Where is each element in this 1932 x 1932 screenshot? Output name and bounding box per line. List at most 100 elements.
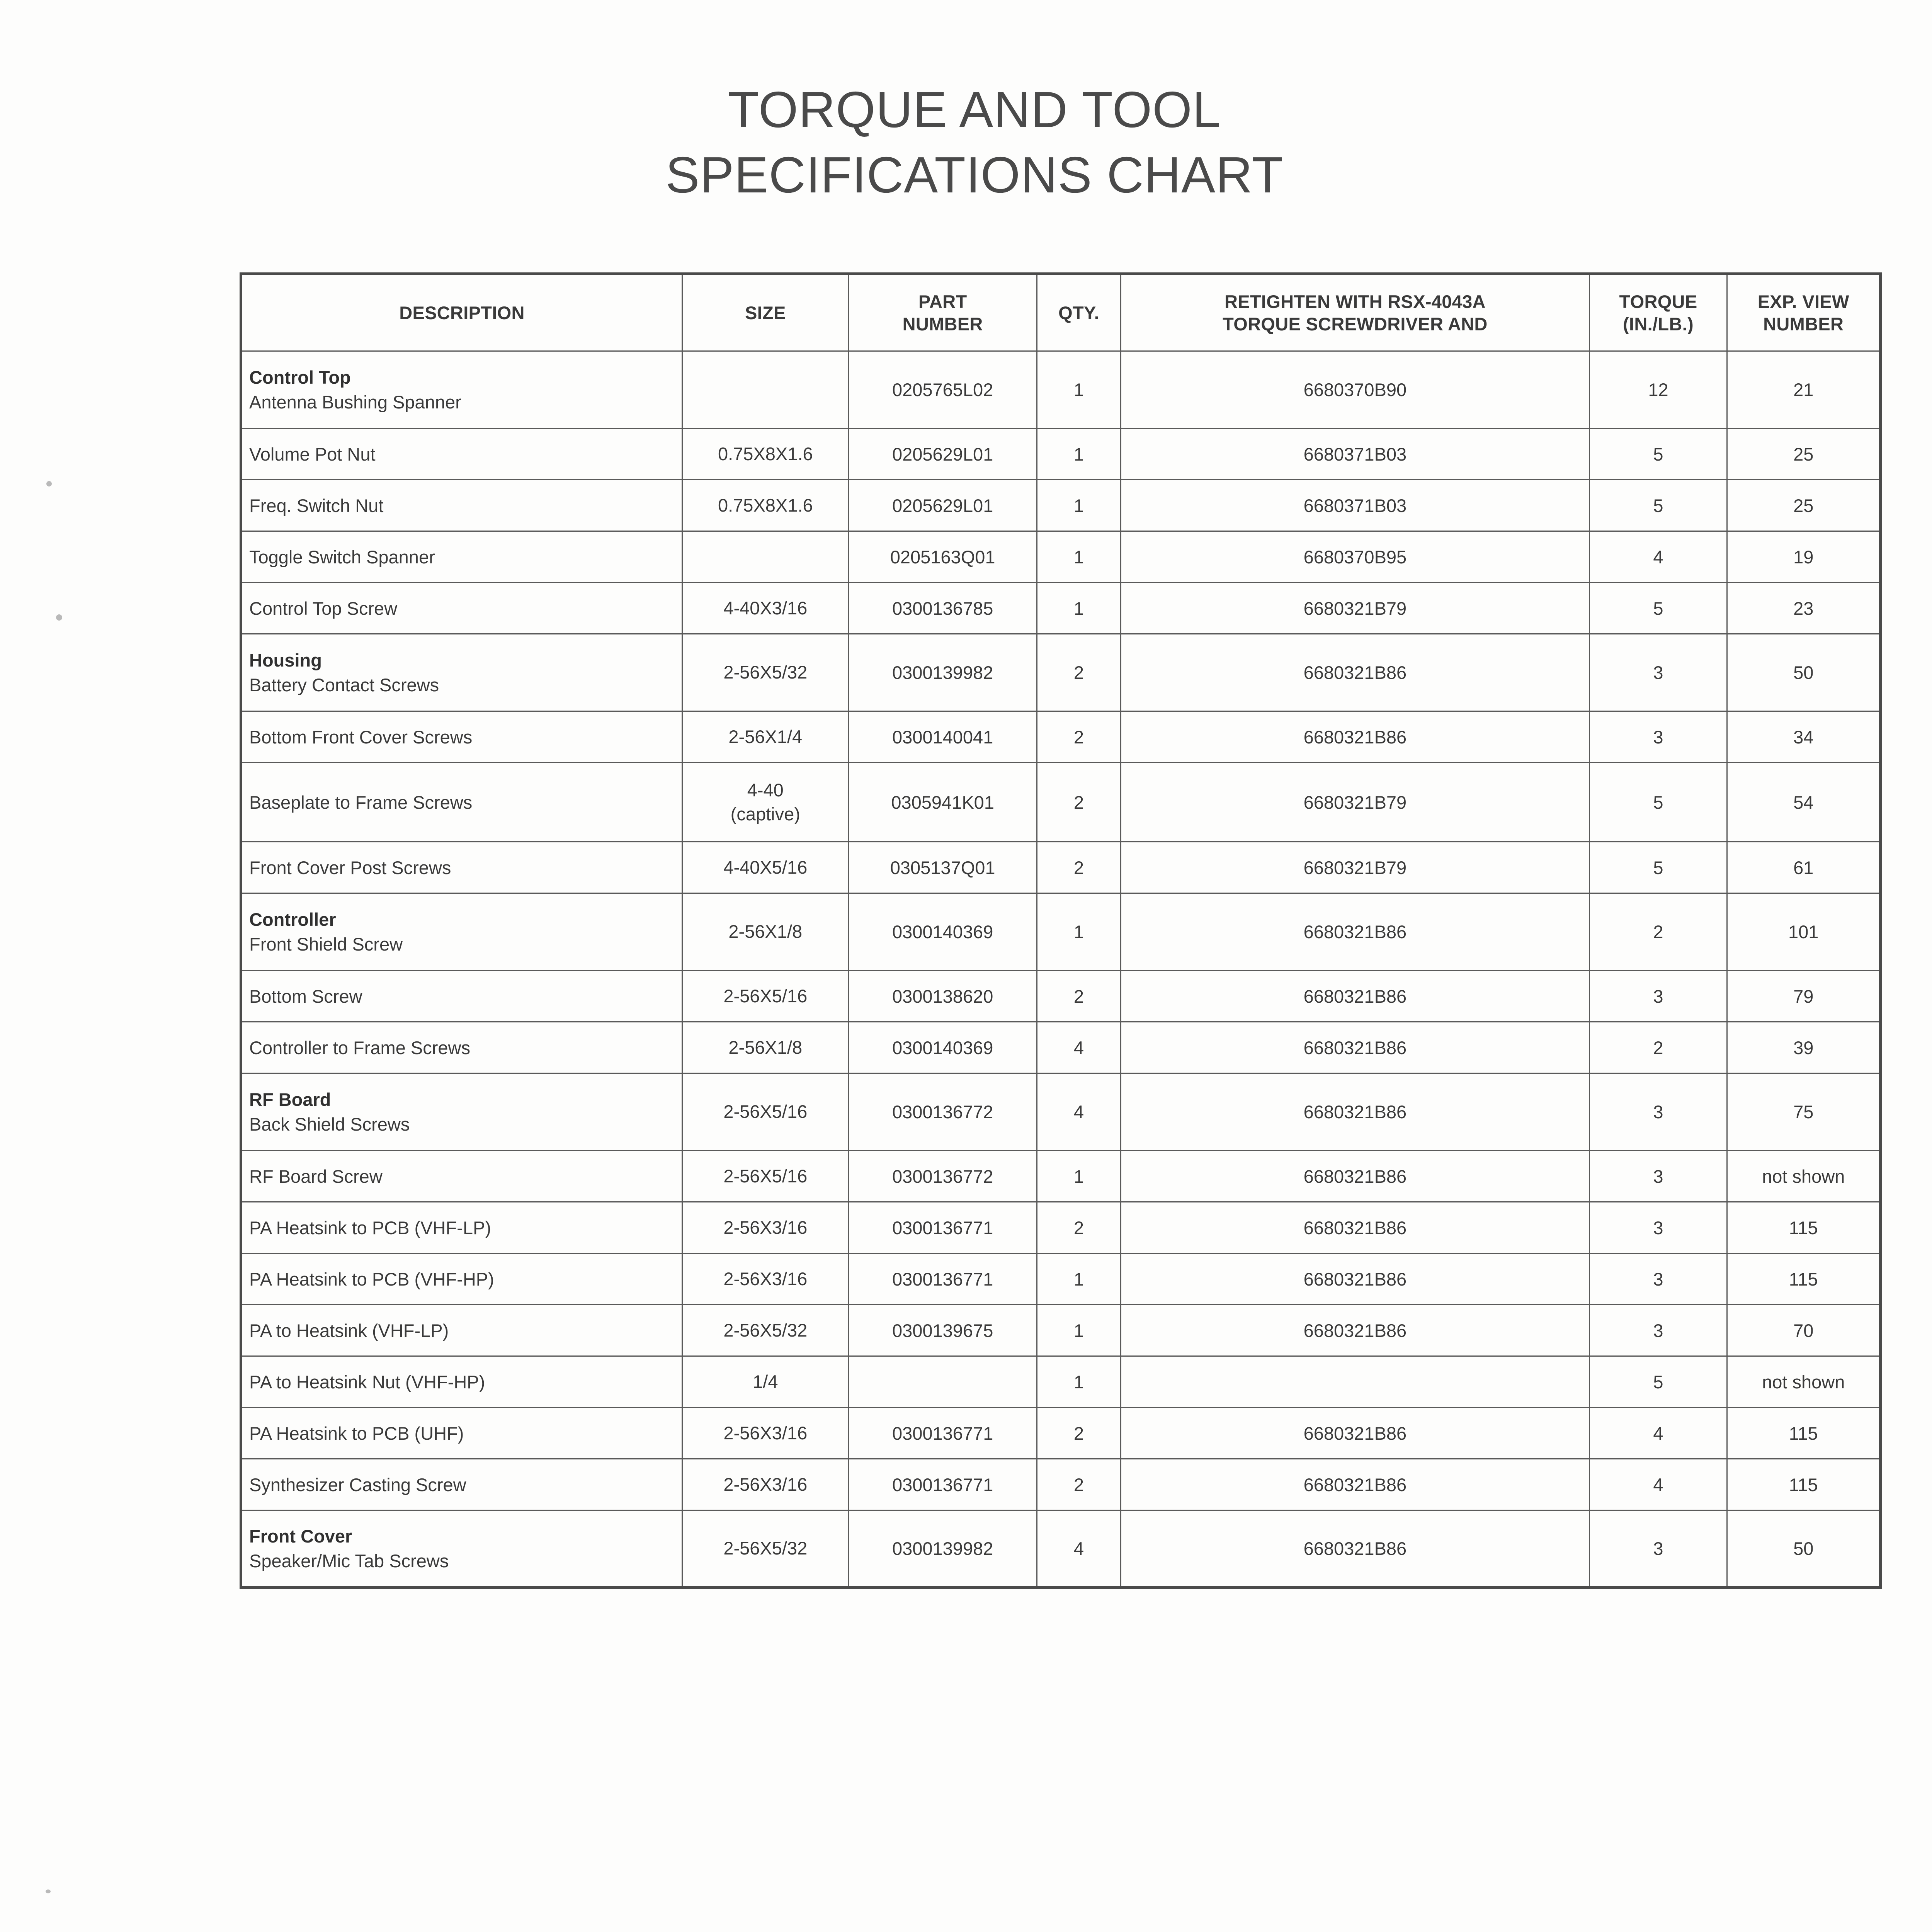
table-row: Freq. Switch Nut 0.75X8X1.6 0205629L01 1 668… bbox=[240, 479, 1881, 532]
cell-size: 0.75X8X1.6 bbox=[682, 479, 849, 532]
cell-part-number: 0205163Q01 bbox=[848, 531, 1037, 583]
table-row: Front Cover Speaker/Mic Tab Screws 2-56X5/… bbox=[240, 1510, 1881, 1588]
column-header-retighten-label: RETIGHTEN WITH RSX-4043A bbox=[1225, 291, 1486, 312]
cell-retighten: 6680371B03 bbox=[1120, 428, 1590, 480]
cell-description: RF Board Screw bbox=[240, 1150, 683, 1202]
cell-qty: 2 bbox=[1036, 841, 1122, 894]
cell-torque: 3 bbox=[1588, 711, 1728, 763]
cell-description: Synthesizer Casting Screw bbox=[240, 1458, 683, 1511]
column-header-part-sublabel: NUMBER bbox=[902, 313, 983, 334]
table-row: Front Cover Post Screws 4-40X5/16 0305137Q… bbox=[240, 841, 1881, 894]
description-label: Back Shield Screws bbox=[249, 1114, 410, 1134]
column-header-qty-label: QTY. bbox=[1058, 302, 1099, 323]
cell-qty: 1 bbox=[1036, 531, 1122, 583]
table-row: Synthesizer Casting Screw 2-56X3/16 030013… bbox=[240, 1458, 1881, 1511]
cell-retighten: 6680321B86 bbox=[1120, 1073, 1590, 1151]
cell-retighten: 6680370B90 bbox=[1120, 350, 1590, 429]
cell-qty: 1 bbox=[1036, 1253, 1122, 1305]
column-header-size: SIZE bbox=[682, 273, 849, 352]
column-header-torque-sublabel: (IN./LB.) bbox=[1623, 313, 1694, 334]
cell-part-number: 0300136772 bbox=[848, 1073, 1037, 1151]
cell-size: 2-56X5/32 bbox=[682, 1510, 849, 1588]
cell-size: 2-56X3/16 bbox=[682, 1253, 849, 1305]
cell-retighten: 6680370B95 bbox=[1120, 531, 1590, 583]
description-label: Front Cover Post Screws bbox=[249, 857, 451, 878]
cell-qty: 1 bbox=[1036, 582, 1122, 634]
table-header-row: DESCRIPTION SIZE PART NUMBER QTY. RETIGH… bbox=[240, 273, 1881, 352]
table-row: Control Top Screw 4-40X3/16 0300136785 1 668… bbox=[240, 582, 1881, 634]
cell-torque: 3 bbox=[1588, 1201, 1728, 1254]
spec-table-container: DESCRIPTION SIZE PART NUMBER QTY. RETIGH… bbox=[240, 272, 1882, 1589]
cell-exp-view: 79 bbox=[1726, 970, 1881, 1022]
cell-exp-view: not shown bbox=[1726, 1355, 1881, 1408]
cell-part-number: 0300139982 bbox=[848, 1510, 1037, 1588]
title-line-1: TORQUE AND TOOL bbox=[728, 81, 1221, 138]
table-row: Bottom Screw 2-56X5/16 0300138620 2 6680321B… bbox=[240, 970, 1881, 1022]
cell-part-number: 0205629L01 bbox=[848, 479, 1037, 532]
cell-qty: 2 bbox=[1036, 711, 1122, 763]
cell-part-number: 0300136771 bbox=[848, 1407, 1037, 1459]
torque-spec-table: DESCRIPTION SIZE PART NUMBER QTY. RETIGH… bbox=[240, 272, 1882, 1589]
description-label: Freq. Switch Nut bbox=[249, 495, 384, 516]
cell-qty: 1 bbox=[1036, 1304, 1122, 1357]
cell-size: 2-56X5/16 bbox=[682, 1150, 849, 1202]
cell-size bbox=[682, 531, 849, 583]
group-heading: Housing bbox=[249, 650, 322, 670]
description-label: PA Heatsink to PCB (UHF) bbox=[249, 1423, 464, 1444]
cell-exp-view: not shown bbox=[1726, 1150, 1881, 1202]
cell-size: 1/4 bbox=[682, 1355, 849, 1408]
cell-torque: 5 bbox=[1588, 479, 1728, 532]
cell-exp-view: 19 bbox=[1726, 531, 1881, 583]
size-value: 2-56X5/32 bbox=[723, 662, 808, 683]
cell-part-number bbox=[848, 1355, 1037, 1408]
cell-description: Controller Front Shield Screw bbox=[240, 893, 683, 971]
cell-description: Bottom Screw bbox=[240, 970, 683, 1022]
cell-part-number: 0300136785 bbox=[848, 582, 1037, 634]
description-label: Controller to Frame Screws bbox=[249, 1037, 470, 1058]
title-line-2: SPECIFICATIONS CHART bbox=[665, 146, 1284, 203]
column-header-exp-view: EXP. VIEW NUMBER bbox=[1726, 273, 1881, 352]
table-body: Control Top Antenna Bushing Spanner 020576… bbox=[240, 350, 1881, 1588]
column-header-description: DESCRIPTION bbox=[240, 273, 683, 352]
cell-retighten: 6680321B86 bbox=[1120, 711, 1590, 763]
size-value: 2-56X5/32 bbox=[723, 1538, 808, 1559]
cell-retighten: 6680321B86 bbox=[1120, 970, 1590, 1022]
table-header: DESCRIPTION SIZE PART NUMBER QTY. RETIGH… bbox=[240, 273, 1881, 352]
column-header-retighten: RETIGHTEN WITH RSX-4043A TORQUE SCREWDRI… bbox=[1120, 273, 1590, 352]
group-heading: RF Board bbox=[249, 1089, 331, 1110]
cell-description: Front Cover Post Screws bbox=[240, 841, 683, 894]
cell-exp-view: 34 bbox=[1726, 711, 1881, 763]
size-value: 2-56X3/16 bbox=[723, 1422, 808, 1443]
cell-torque: 3 bbox=[1588, 1073, 1728, 1151]
cell-exp-view: 25 bbox=[1726, 479, 1881, 532]
size-value: 2-56X5/16 bbox=[723, 1165, 808, 1186]
cell-description: PA to Heatsink (VHF-LP) bbox=[240, 1304, 683, 1357]
cell-torque: 3 bbox=[1588, 1510, 1728, 1588]
cell-torque: 4 bbox=[1588, 1458, 1728, 1511]
column-header-torque: TORQUE (IN./LB.) bbox=[1588, 273, 1728, 352]
description-label: PA to Heatsink (VHF-LP) bbox=[249, 1320, 449, 1341]
cell-qty: 2 bbox=[1036, 1407, 1122, 1459]
cell-torque: 3 bbox=[1588, 1304, 1728, 1357]
cell-exp-view: 23 bbox=[1726, 582, 1881, 634]
description-label: Battery Contact Screws bbox=[249, 675, 439, 695]
size-value: 2-56X3/16 bbox=[723, 1474, 808, 1495]
cell-exp-view: 21 bbox=[1726, 350, 1881, 429]
size-value: 4-40X5/16 bbox=[723, 857, 808, 878]
cell-part-number: 0305941K01 bbox=[848, 762, 1037, 842]
description-label: Bottom Screw bbox=[249, 986, 362, 1007]
cell-description: PA Heatsink to PCB (UHF) bbox=[240, 1407, 683, 1459]
size-value: 0.75X8X1.6 bbox=[718, 443, 813, 464]
column-header-qty: QTY. bbox=[1036, 273, 1122, 352]
cell-exp-view: 61 bbox=[1726, 841, 1881, 894]
cell-qty: 4 bbox=[1036, 1021, 1122, 1074]
cell-description: PA to Heatsink Nut (VHF-HP) bbox=[240, 1355, 683, 1408]
group-heading: Controller bbox=[249, 909, 336, 930]
page-title: TORQUE AND TOOL SPECIFICATIONS CHART bbox=[0, 77, 1932, 208]
cell-qty: 2 bbox=[1036, 1201, 1122, 1254]
cell-qty: 1 bbox=[1036, 479, 1122, 532]
cell-size: 2-56X1/4 bbox=[682, 711, 849, 763]
cell-qty: 1 bbox=[1036, 1150, 1122, 1202]
description-label: Synthesizer Casting Screw bbox=[249, 1474, 466, 1495]
group-heading: Front Cover bbox=[249, 1526, 352, 1546]
